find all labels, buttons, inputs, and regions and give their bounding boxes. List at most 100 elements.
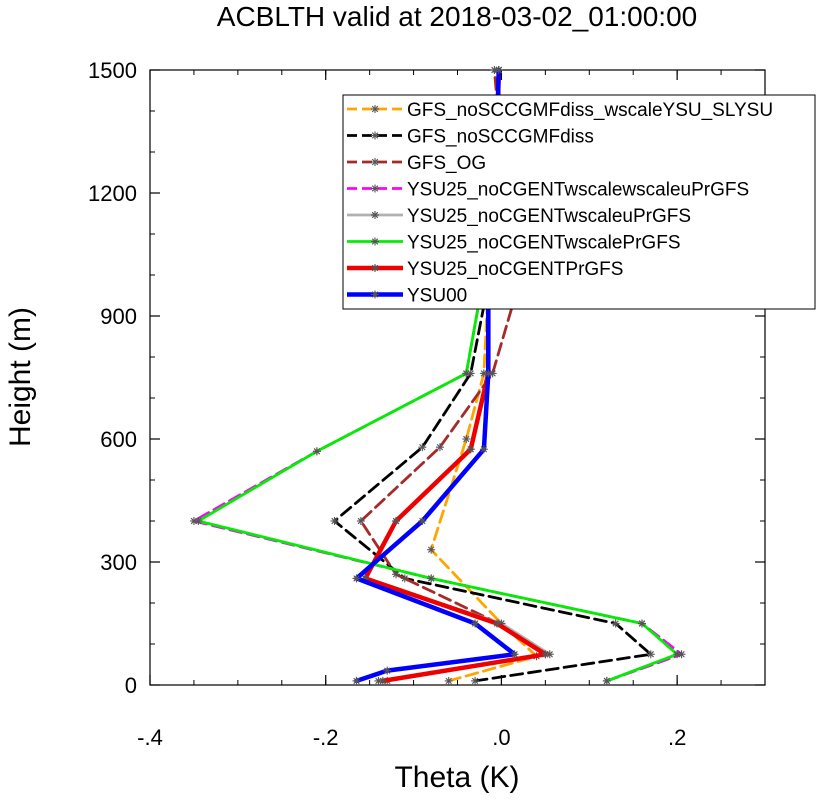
data-point [494, 66, 503, 74]
marker-stroke [353, 575, 360, 582]
marker-stroke [401, 575, 408, 582]
marker-stroke [313, 448, 321, 455]
y-tick-label: 1500 [88, 58, 137, 83]
data-point [418, 517, 427, 525]
marker-stroke [445, 677, 452, 685]
data-point [510, 650, 519, 659]
marker-stroke [471, 677, 479, 685]
marker-stroke [392, 571, 400, 578]
legend-label: GFS_noSCCGMFdiss [407, 127, 594, 148]
data-point [435, 443, 444, 452]
marker-stroke [384, 667, 391, 674]
marker-stroke [371, 291, 379, 298]
x-axis-label: Theta (K) [394, 761, 519, 794]
marker-stroke [463, 435, 470, 443]
data-point [462, 369, 471, 378]
marker-stroke [371, 238, 379, 245]
marker-stroke [353, 677, 360, 685]
legend-marker [371, 290, 379, 299]
marker-stroke [463, 370, 470, 377]
y-axis-label: Height (m) [4, 307, 37, 447]
data-point [471, 619, 480, 628]
legend-item: YSU25_noCGENTwscalewscaleuPrGFS [347, 180, 749, 201]
data-point [673, 650, 682, 659]
marker-stroke [427, 575, 435, 582]
marker-stroke [638, 620, 646, 627]
marker-stroke [331, 517, 338, 525]
marker-stroke [493, 620, 501, 627]
marker-stroke [371, 185, 379, 192]
y-tick-label: 900 [100, 304, 137, 329]
x-tick-label: .2 [668, 725, 686, 750]
data-point [479, 445, 488, 454]
legend-box [342, 94, 816, 310]
marker-stroke [673, 651, 681, 658]
data-point [444, 676, 453, 685]
legend-item: YSU25_noCGENTwscaleuPrGFS [347, 206, 691, 227]
data-point [392, 570, 400, 579]
legend-item: YSU25_noCGENTwscalePrGFS [347, 233, 681, 254]
legend-label: GFS_OG [407, 153, 486, 174]
legend-label: YSU25_noCGENTwscaleuPrGFS [407, 206, 691, 227]
legend-marker [371, 184, 379, 193]
data-point [330, 517, 339, 525]
legend-marker [371, 131, 379, 140]
data-point [392, 517, 400, 525]
data-point [611, 619, 620, 628]
y-tick-label: 0 [125, 673, 137, 698]
marker-stroke [511, 651, 518, 658]
data-point [312, 447, 321, 456]
axes-layer: -.4 -.2 .0 .2 0 300 600 900 1200 1500 [88, 58, 766, 750]
data-point [602, 676, 611, 685]
legend: GFS_noSCCGMFdiss_wscaleYSU_SLYSU GFS_noSC… [342, 94, 816, 310]
marker-stroke [419, 444, 426, 451]
x-tick-label: -.2 [313, 725, 339, 750]
marker-stroke [371, 105, 379, 113]
legend-item: GFS_OG [347, 153, 486, 174]
data-point [541, 650, 550, 659]
marker-stroke [467, 446, 474, 453]
marker-stroke [612, 620, 619, 627]
marker-stroke [647, 651, 654, 658]
data-point [383, 666, 392, 675]
data-point [418, 443, 427, 452]
marker-stroke [371, 264, 379, 272]
marker-stroke [480, 446, 488, 453]
y-tick-label: 600 [100, 427, 137, 452]
legend-label: YSU25_noCGENTPrGFS [407, 259, 623, 280]
data-point [194, 517, 203, 525]
data-point [427, 574, 436, 583]
data-point [484, 369, 493, 378]
y-tick-label: 300 [100, 550, 137, 575]
marker-stroke [485, 370, 492, 377]
data-point [352, 574, 361, 583]
legend-marker [371, 264, 379, 272]
data-point [638, 619, 646, 628]
data-point [378, 676, 387, 685]
legend-item: YSU25_noCGENTPrGFS [347, 259, 623, 280]
marker-stroke [495, 66, 502, 74]
data-point [471, 676, 480, 685]
marker-stroke [427, 546, 435, 553]
data-point [462, 435, 471, 443]
data-point [493, 619, 502, 628]
x-tick-label: -.4 [137, 725, 163, 750]
legend-marker [371, 237, 379, 246]
marker-stroke [371, 158, 379, 166]
legend-item: GFS_noSCCGMFdiss_wscaleYSU_SLYSU [347, 100, 773, 121]
legend-label: YSU25_noCGENTwscalePrGFS [407, 233, 681, 254]
marker-stroke [436, 444, 444, 451]
legend-marker [371, 158, 379, 166]
marker-stroke [392, 517, 400, 525]
marker-stroke [471, 620, 479, 627]
marker-stroke [371, 132, 379, 139]
legend-label: GFS_noSCCGMFdiss_wscaleYSU_SLYSU [407, 100, 773, 121]
marker-stroke [419, 517, 426, 525]
data-point [427, 545, 436, 554]
marker-stroke [195, 517, 202, 525]
y-tick-label: 1200 [88, 181, 137, 206]
data-point [356, 517, 365, 525]
marker-stroke [357, 517, 365, 525]
marker-stroke [542, 651, 549, 658]
